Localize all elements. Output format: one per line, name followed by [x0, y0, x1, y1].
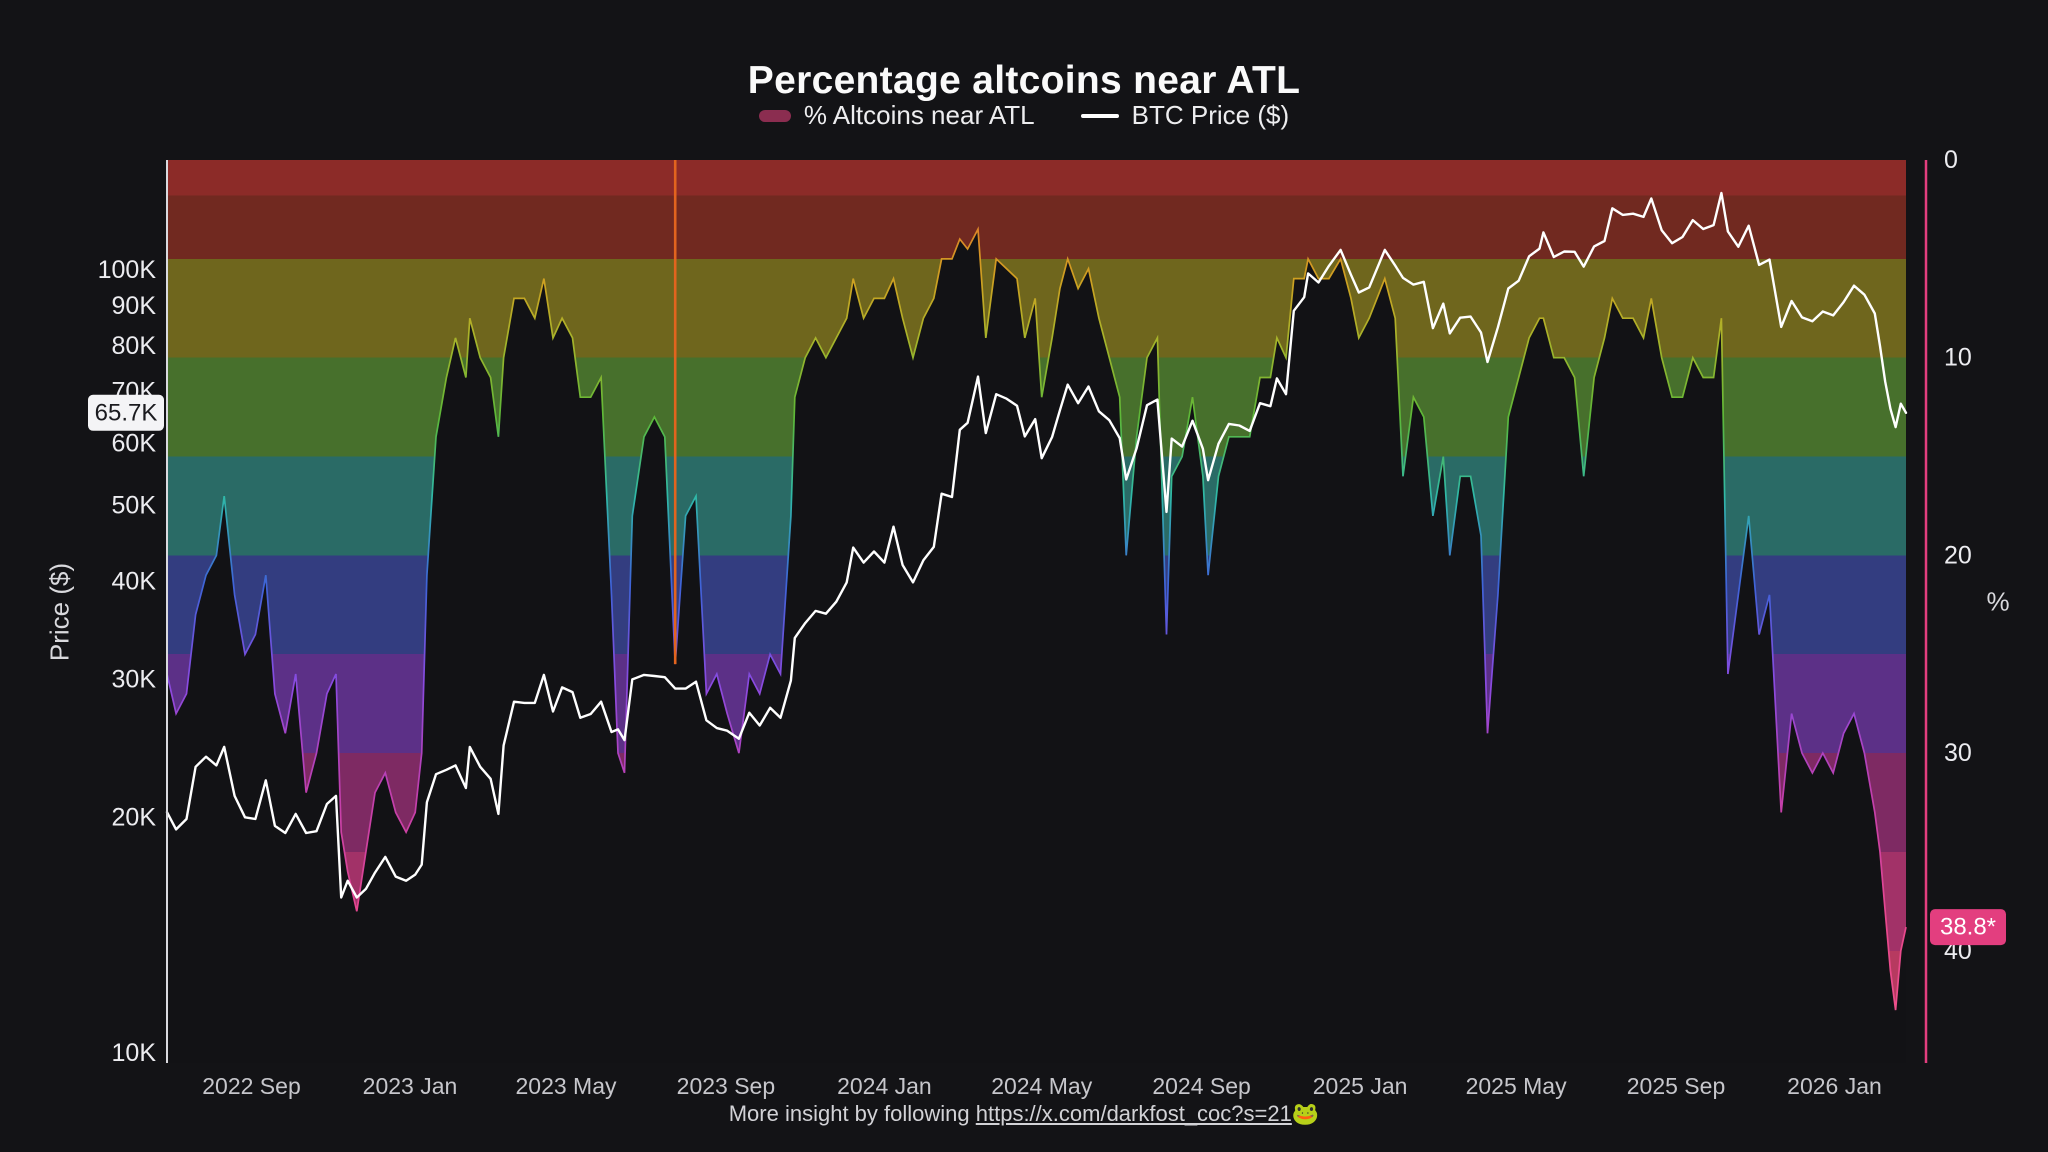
- x-axis-tick-label: 2025 Sep: [1627, 1073, 1725, 1099]
- x-axis-tick-label: 2026 Jan: [1787, 1073, 1882, 1099]
- altcoins-near-atl-area-edge: [166, 226, 1907, 1011]
- left-axis-tick-label: 10K: [112, 1039, 157, 1067]
- footer: More insight by following https://x.com/…: [0, 1101, 2048, 1127]
- x-axis-tick-label: 2023 Sep: [677, 1073, 775, 1099]
- x-axis-tick-label: 2024 May: [991, 1073, 1093, 1099]
- right-axis-tick-label: 30: [1944, 739, 1972, 767]
- x-axis-tick-label: 2024 Jan: [837, 1073, 932, 1099]
- btc-price-line: [165, 191, 1908, 899]
- current-percent-badge-label: 38.8*: [1940, 914, 1996, 941]
- right-axis-title: %: [1986, 586, 2010, 617]
- left-axis-tick-label: 40K: [112, 568, 157, 596]
- line-series-swatch-icon: [1080, 113, 1119, 118]
- footer-link[interactable]: https://x.com/darkfost_coc?s=21: [975, 1101, 1292, 1126]
- left-axis-title: Price ($): [44, 562, 75, 662]
- x-axis-tick-label: 2022 Sep: [202, 1073, 300, 1099]
- frog-emoji: 🐸: [1291, 1101, 1320, 1126]
- x-axis-tick-label: 2025 Jan: [1313, 1073, 1408, 1099]
- right-axis-tick-label: 10: [1944, 344, 1972, 372]
- legend-label-btc-price: BTC Price ($): [1131, 100, 1290, 130]
- current-price-badge-label: 65.7K: [95, 399, 158, 426]
- x-axis-tick-label: 2023 Jan: [363, 1073, 458, 1099]
- legend-item-altcoins-near-atl[interactable]: % Altcoins near ATL: [758, 100, 1035, 131]
- legend: % Altcoins near ATL BTC Price ($): [0, 100, 2048, 131]
- left-axis-tick-label: 30K: [112, 665, 157, 693]
- footer-text: More insight by following: [728, 1101, 976, 1126]
- area-series-swatch-icon: [758, 109, 791, 122]
- right-axis-tick-label: 0: [1944, 146, 1958, 174]
- right-axis-tick-label: 20: [1944, 541, 1972, 569]
- x-axis-tick-label: 2025 May: [1466, 1073, 1568, 1099]
- x-axis-tick-label: 2024 Sep: [1152, 1073, 1250, 1099]
- current-price-badge: [88, 394, 164, 431]
- page-title: Percentage altcoins near ATL: [747, 59, 1301, 103]
- left-axis-tick-label: 100K: [98, 256, 157, 284]
- x-axis-tick-label: 2023 May: [515, 1073, 617, 1099]
- left-axis-tick-label: 80K: [112, 332, 157, 360]
- left-axis-tick-label: 90K: [112, 292, 157, 320]
- current-percent-badge: [1930, 909, 2006, 946]
- altcoins-near-atl-area: [167, 160, 1906, 1011]
- left-axis-tick-label: 20K: [112, 803, 157, 831]
- legend-label-altcoins: % Altcoins near ATL: [803, 100, 1035, 130]
- left-axis-tick-label: 60K: [112, 430, 157, 458]
- legend-item-btc-price[interactable]: BTC Price ($): [1080, 100, 1290, 131]
- left-axis-tick-label: 50K: [112, 492, 157, 520]
